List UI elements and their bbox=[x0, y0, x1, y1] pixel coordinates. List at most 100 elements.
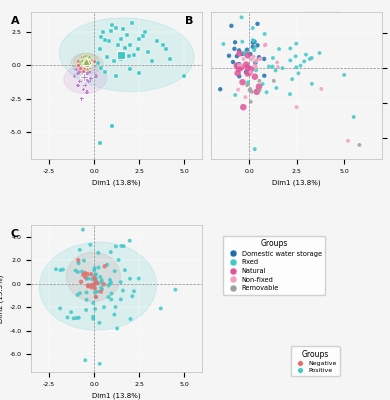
Point bbox=[248, 98, 254, 105]
Point bbox=[351, 114, 357, 120]
Point bbox=[108, 290, 115, 297]
Point bbox=[217, 86, 223, 92]
Point bbox=[98, 65, 105, 71]
Point bbox=[241, 49, 247, 56]
Point bbox=[93, 271, 99, 278]
Point bbox=[95, 60, 101, 66]
Point bbox=[99, 277, 105, 284]
Point bbox=[82, 357, 89, 364]
Point bbox=[253, 67, 259, 74]
Point bbox=[92, 277, 99, 284]
Point bbox=[105, 282, 112, 289]
Point bbox=[235, 86, 241, 93]
Point bbox=[253, 64, 259, 70]
Point bbox=[252, 146, 258, 152]
Point bbox=[136, 70, 142, 77]
Point bbox=[97, 274, 103, 280]
Point bbox=[252, 74, 258, 80]
Ellipse shape bbox=[66, 252, 121, 302]
Point bbox=[247, 51, 254, 57]
Point bbox=[240, 56, 246, 62]
Point bbox=[86, 64, 92, 70]
Point bbox=[258, 56, 264, 62]
Point bbox=[53, 266, 59, 272]
Point bbox=[287, 57, 293, 64]
Point bbox=[108, 279, 114, 286]
Point bbox=[77, 247, 83, 253]
Point bbox=[131, 52, 137, 58]
Point bbox=[118, 279, 124, 285]
Point bbox=[86, 69, 92, 75]
Point bbox=[256, 78, 262, 84]
Point bbox=[90, 300, 96, 306]
Point bbox=[84, 54, 90, 61]
Point bbox=[127, 66, 133, 73]
Point bbox=[252, 38, 258, 45]
Point bbox=[71, 73, 78, 79]
Point bbox=[88, 57, 94, 63]
Point bbox=[81, 257, 87, 264]
Legend: CUR, PRA, TUB, VILA: CUR, PRA, TUB, VILA bbox=[305, 12, 340, 56]
Point bbox=[160, 42, 166, 48]
Point bbox=[298, 62, 304, 69]
Point bbox=[235, 62, 241, 68]
Point bbox=[74, 292, 81, 298]
Point bbox=[77, 65, 83, 71]
Point bbox=[259, 81, 266, 87]
Point bbox=[127, 238, 133, 244]
Point bbox=[232, 39, 238, 46]
Point bbox=[78, 278, 84, 285]
Point bbox=[83, 307, 89, 313]
Point bbox=[80, 62, 87, 69]
Point bbox=[87, 242, 94, 248]
Point bbox=[236, 62, 242, 68]
Point bbox=[301, 58, 307, 64]
Point bbox=[124, 32, 130, 38]
Point bbox=[97, 46, 103, 53]
Point bbox=[167, 56, 173, 62]
Point bbox=[98, 279, 105, 286]
Text: C: C bbox=[11, 230, 19, 240]
Text: B: B bbox=[185, 16, 194, 26]
Legend: Negative, Positive: Negative, Positive bbox=[291, 346, 340, 376]
Point bbox=[86, 53, 92, 59]
Point bbox=[102, 69, 108, 75]
Point bbox=[246, 69, 253, 76]
Point bbox=[234, 62, 240, 68]
Point bbox=[279, 65, 285, 71]
Point bbox=[136, 275, 142, 282]
Point bbox=[78, 54, 85, 61]
Point bbox=[75, 260, 82, 266]
Point bbox=[245, 65, 251, 71]
Point bbox=[83, 58, 89, 65]
Point bbox=[89, 276, 95, 282]
Point bbox=[80, 53, 87, 59]
Point bbox=[252, 44, 258, 50]
Point bbox=[112, 304, 119, 310]
Point bbox=[88, 76, 94, 82]
Point bbox=[262, 42, 268, 48]
Point bbox=[239, 38, 245, 45]
Point bbox=[113, 243, 119, 250]
Point bbox=[111, 58, 117, 65]
Point bbox=[256, 54, 262, 60]
Point bbox=[75, 82, 81, 89]
Point bbox=[230, 59, 236, 65]
Point bbox=[82, 65, 89, 71]
Point bbox=[84, 70, 90, 77]
Point bbox=[254, 88, 260, 95]
Point bbox=[107, 277, 113, 283]
Point bbox=[97, 360, 103, 367]
Point bbox=[234, 53, 240, 59]
Point bbox=[142, 29, 148, 35]
Point bbox=[250, 44, 256, 50]
Point bbox=[108, 296, 114, 303]
Point bbox=[94, 288, 100, 295]
Point bbox=[101, 281, 107, 288]
Point bbox=[129, 293, 135, 300]
Point bbox=[91, 267, 98, 273]
Point bbox=[307, 56, 313, 62]
Point bbox=[341, 72, 347, 78]
Point bbox=[249, 89, 255, 95]
Point bbox=[76, 314, 82, 321]
